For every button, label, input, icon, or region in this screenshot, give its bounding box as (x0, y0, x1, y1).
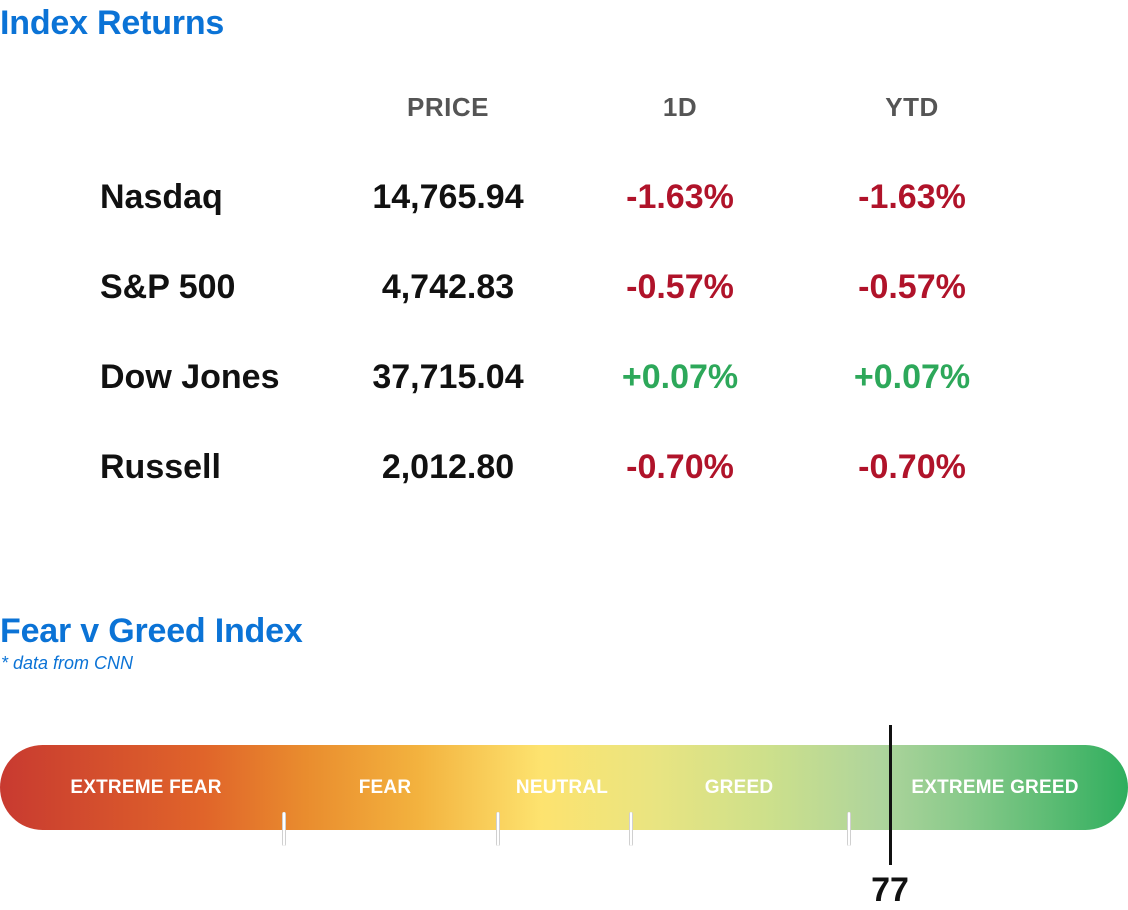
1d-column-header: 1D (662, 92, 698, 122)
index-ytd-change: +0.07% (853, 358, 971, 396)
index-name: Nasdaq (100, 178, 223, 216)
index-1d-change: +0.07% (621, 358, 739, 396)
price-column-header: PRICE (407, 92, 489, 122)
index-ytd-change: -1.63% (858, 178, 966, 216)
index-name: Russell (100, 448, 221, 486)
table-row-nasdaq: Nasdaq 14,765.94 -1.63% -1.63% (0, 172, 1128, 222)
gauge-tick (282, 812, 286, 846)
index-name: Dow Jones (100, 358, 280, 396)
fear-greed-title: Fear v Greed Index (0, 612, 303, 650)
index-price: 4,742.83 (381, 268, 515, 306)
gauge-tick (629, 812, 633, 846)
index-name: S&P 500 (100, 268, 236, 306)
gauge-needle (889, 725, 892, 865)
index-returns-title: Index Returns (0, 4, 225, 42)
zone-label-neutral: NEUTRAL (515, 777, 609, 798)
index-ytd-change: -0.70% (858, 448, 966, 486)
index-price: 14,765.94 (372, 178, 524, 216)
index-1d-change: -1.63% (626, 178, 734, 216)
fear-greed-gauge (0, 745, 1128, 830)
index-price: 37,715.04 (372, 358, 524, 396)
fear-greed-value: 77 (871, 871, 909, 909)
index-1d-change: -0.70% (626, 448, 734, 486)
table-row-sp500: S&P 500 4,742.83 -0.57% -0.57% (0, 262, 1128, 312)
zone-label-fear: FEAR (358, 777, 412, 798)
zone-label-greed: GREED (704, 777, 774, 798)
data-source-note: * data from CNN (1, 653, 134, 673)
zone-label-extreme-greed: EXTREME GREED (911, 777, 1079, 798)
zone-label-extreme-fear: EXTREME FEAR (70, 777, 222, 798)
index-price: 2,012.80 (381, 448, 515, 486)
ytd-column-header: YTD (885, 92, 939, 122)
gauge-tick (496, 812, 500, 846)
index-ytd-change: -0.57% (858, 268, 966, 306)
index-1d-change: -0.57% (626, 268, 734, 306)
table-row-dow-jones: Dow Jones 37,715.04 +0.07% +0.07% (0, 352, 1128, 402)
gauge-tick (847, 812, 851, 846)
table-row-russell: Russell 2,012.80 -0.70% -0.70% (0, 442, 1128, 492)
